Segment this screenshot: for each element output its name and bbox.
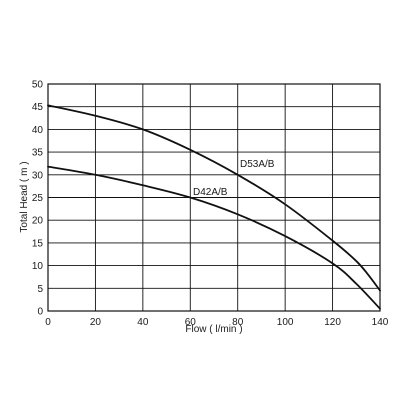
x-tick-label: 0 xyxy=(45,317,51,328)
series-label: D42A/B xyxy=(193,187,228,198)
x-tick-label: 80 xyxy=(232,317,244,328)
series-line-d53a-b xyxy=(47,104,381,292)
y-tick-label: 5 xyxy=(37,284,43,295)
series-labels: D53A/B D42A/B xyxy=(193,159,275,198)
grid xyxy=(47,83,381,312)
x-tick-labels: 0 20 40 60 80 100 120 140 xyxy=(45,317,389,328)
x-tick-label: 40 xyxy=(137,317,149,328)
curves xyxy=(47,104,381,310)
y-tick-label: 30 xyxy=(32,170,44,181)
x-axis-title: Flow ( l/min ) xyxy=(185,324,242,335)
y-tick-label: 0 xyxy=(37,307,43,318)
x-tick-label: 120 xyxy=(324,317,341,328)
x-tick-label: 140 xyxy=(372,317,389,328)
x-tick-label: 100 xyxy=(277,317,294,328)
series-line-d42a-b xyxy=(47,165,381,310)
x-tick-label: 20 xyxy=(90,317,102,328)
plot-frame xyxy=(47,83,381,312)
series-label: D53A/B xyxy=(240,159,275,170)
y-tick-labels: 0 5 10 15 20 25 30 35 40 45 50 xyxy=(32,80,44,318)
y-tick-label: 10 xyxy=(32,261,44,272)
y-tick-label: 50 xyxy=(32,80,44,91)
y-tick-label: 25 xyxy=(32,193,44,204)
y-tick-label: 20 xyxy=(32,216,44,227)
y-tick-label: 35 xyxy=(32,148,44,159)
y-axis-title: Total Head ( m ) xyxy=(19,161,30,232)
x-tick-label: 60 xyxy=(185,317,197,328)
y-tick-label: 45 xyxy=(32,102,44,113)
y-tick-label: 40 xyxy=(32,125,44,136)
y-tick-label: 15 xyxy=(32,238,44,249)
